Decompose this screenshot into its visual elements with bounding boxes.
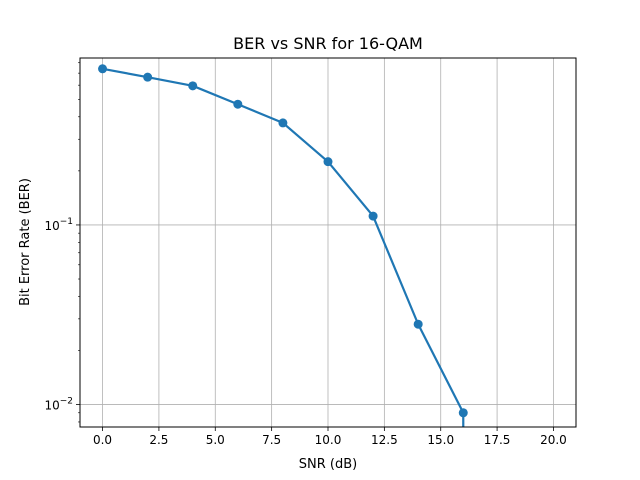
x-tick-label: 12.5 [371,433,398,447]
x-tick-label: 5.0 [206,433,225,447]
x-tick-label: 7.5 [262,433,281,447]
data-point [143,72,153,82]
chart-title: BER vs SNR for 16-QAM [233,34,423,53]
data-point [188,81,198,91]
data-series [98,64,468,427]
data-point [413,319,423,329]
x-tick-label: 20.0 [540,433,567,447]
x-tick-label: 2.5 [149,433,168,447]
data-point [233,99,243,109]
x-axis-label: SNR (dB) [299,457,357,472]
x-tick-label: 10.0 [315,433,342,447]
data-point [98,64,108,74]
x-tick-label: 17.5 [484,433,511,447]
series-line [102,67,465,427]
y-axis-label: Bit Error Rate (BER) [18,178,33,306]
data-point [323,157,333,167]
x-axis-ticks: 0.0 2.5 5.0 7.5 10.0 12.5 15.0 17.5 20.0 [93,427,567,447]
x-tick-label: 15.0 [427,433,454,447]
data-point [278,118,288,128]
data-point [368,211,378,221]
grid [80,58,576,427]
x-tick-label: 0.0 [93,433,112,447]
data-point [458,408,468,418]
